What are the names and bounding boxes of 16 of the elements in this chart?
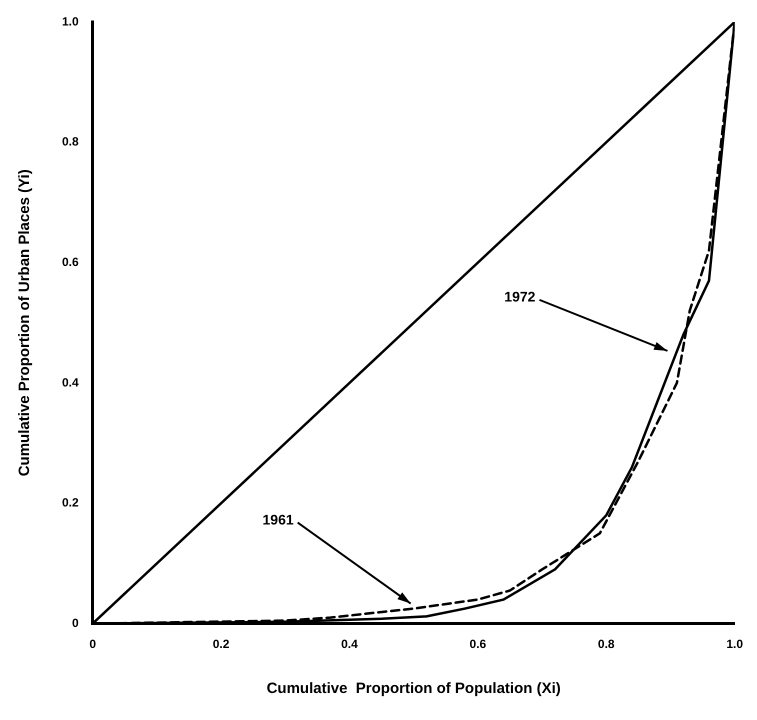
x-axis-title: Cumulative Proportion of Population (Xi) — [266, 680, 561, 698]
y-tick-label: 0.8 — [62, 134, 79, 149]
x-tick-label: 0.4 — [341, 637, 358, 652]
y-tick-label: 1.0 — [62, 14, 79, 28]
y-tick-label: 0 — [72, 616, 79, 630]
x-tick-label: 0.2 — [212, 637, 230, 652]
y-tick-label: 0.4 — [62, 375, 79, 390]
x-tick-label: 1.0 — [726, 637, 744, 652]
x-tick-label: 0.8 — [598, 637, 615, 652]
y-tick-label: 0.2 — [62, 496, 79, 510]
annotation: 1972 — [504, 288, 536, 305]
y-tick-label: 0.6 — [62, 254, 79, 269]
y-axis-title: Cumulative Proportion of Urban Places (Yi) — [16, 169, 34, 476]
x-tick-label: 0.6 — [470, 637, 487, 652]
annotation: 1961 — [262, 511, 294, 528]
x-tick-label: 0 — [89, 637, 96, 652]
